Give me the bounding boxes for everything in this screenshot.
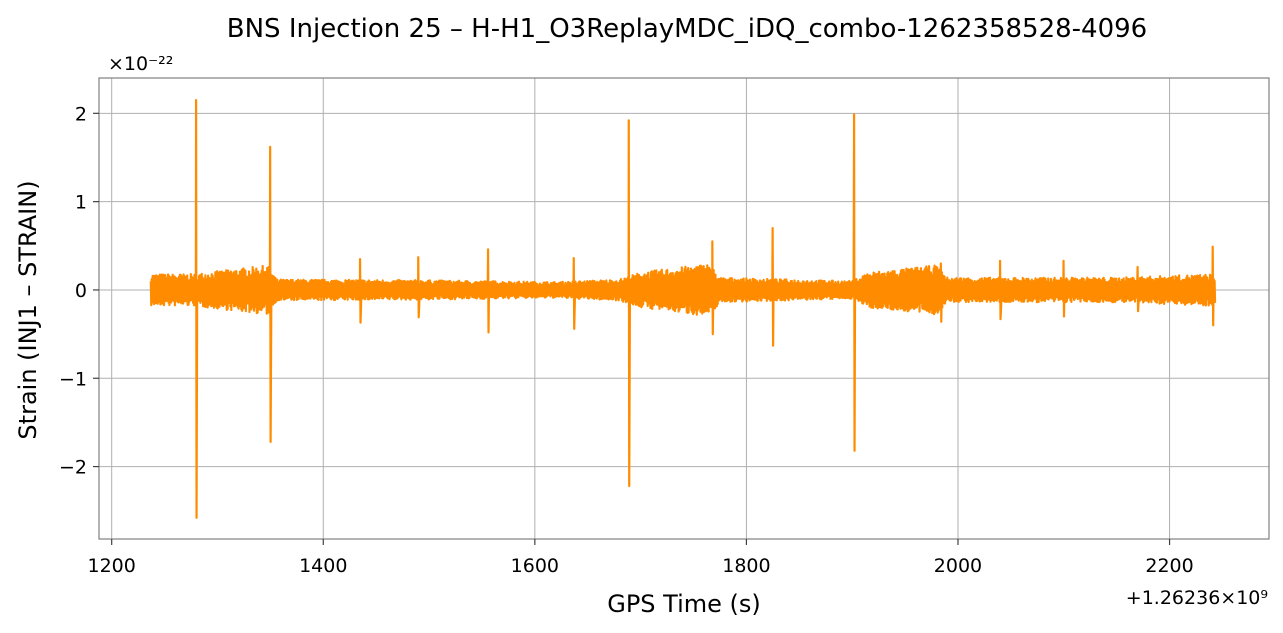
x-tick-label: 1200 [88, 555, 136, 577]
y-tick-label: 2 [75, 103, 87, 125]
x-tick-label: 2200 [1145, 555, 1193, 577]
x-tick-label: 1800 [722, 555, 770, 577]
x-tick-label: 1600 [511, 555, 559, 577]
y-axis-label: Strain (INJ1 – STRAIN) [14, 180, 42, 439]
y-tick-label: −2 [59, 457, 87, 479]
strain-series-line [149, 98, 1217, 519]
x-axis-label: GPS Time (s) [607, 590, 761, 618]
x-tick-label: 2000 [934, 555, 982, 577]
y-scale-text: ×10⁻²² [108, 53, 173, 75]
plot-area [149, 98, 1217, 519]
x-axis-ticks: 1200 1400 1600 1800 2000 2200 [88, 539, 1194, 577]
y-tick-label: 0 [75, 280, 87, 302]
x-tick-label: 1400 [299, 555, 347, 577]
y-tick-label: 1 [75, 192, 87, 214]
y-tick-label: −1 [59, 368, 87, 390]
axes-frame [98, 77, 1270, 540]
y-axis-ticks: −2 −1 0 1 2 [59, 103, 99, 479]
chart-title: BNS Injection 25 – H-H1_O3ReplayMDC_iDQ_… [227, 14, 1147, 44]
x-offset-text: +1.26236×10⁹ [1126, 587, 1268, 609]
grid [99, 78, 1269, 539]
